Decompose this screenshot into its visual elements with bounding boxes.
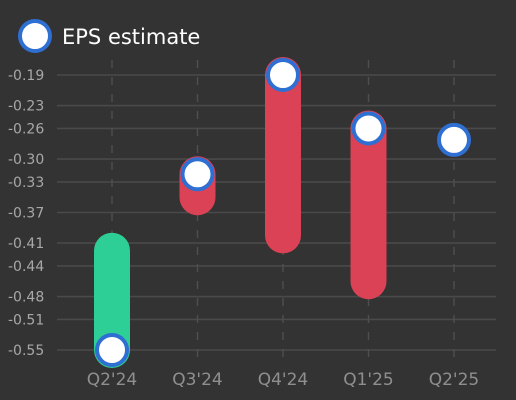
y-tick-label: -0.55 (8, 343, 44, 359)
eps-estimate-point[interactable] (180, 157, 215, 192)
y-tick-label: -0.44 (8, 259, 44, 275)
eps-estimate-point[interactable] (95, 333, 129, 367)
y-tick-label: -0.33 (8, 175, 44, 191)
y-tick-label: -0.51 (8, 312, 44, 328)
eps-estimate-point[interactable] (351, 111, 386, 146)
x-axis: Q2'24 Q3'24 Q4'24 Q1'25 Q2'25 (87, 370, 480, 390)
eps-range-bar (265, 57, 301, 254)
legend-marker-icon (18, 19, 52, 53)
x-tick-label: Q1'25 (343, 370, 394, 390)
y-tick-label: -0.19 (8, 68, 44, 84)
eps-range-bar (350, 110, 387, 300)
markers (95, 58, 471, 367)
x-tick-label: Q2'25 (429, 370, 480, 390)
legend[interactable]: EPS estimate (18, 19, 200, 53)
x-tick-label: Q2'24 (87, 370, 138, 390)
y-tick-label: -0.48 (8, 290, 44, 306)
x-tick-label: Q4'24 (258, 370, 309, 390)
legend-label: EPS estimate (62, 25, 200, 49)
y-axis: -0.19 -0.23 -0.26 -0.30 -0.33 -0.37 -0.41 -0.44… (8, 68, 44, 359)
y-tick-label: -0.37 (8, 206, 44, 222)
eps-estimate-point[interactable] (266, 58, 300, 92)
eps-estimate-point[interactable] (437, 122, 471, 157)
y-tick-label: -0.26 (8, 121, 44, 137)
y-tick-label: -0.30 (8, 152, 44, 168)
y-tick-label: -0.41 (8, 236, 44, 252)
y-tick-label: -0.23 (8, 99, 44, 115)
x-tick-label: Q3'24 (172, 370, 223, 390)
eps-range-bar (94, 232, 130, 368)
